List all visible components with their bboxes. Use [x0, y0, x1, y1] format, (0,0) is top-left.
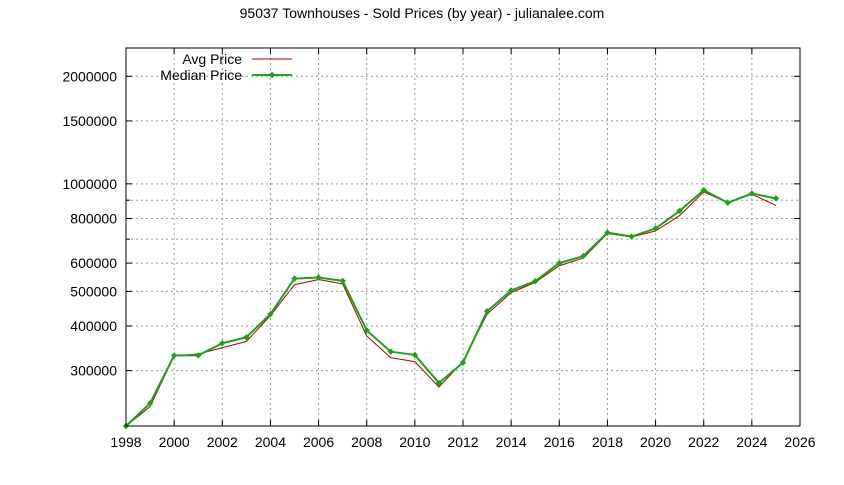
x-tick-label: 2016 [544, 434, 575, 450]
x-tick-label: 2018 [592, 434, 623, 450]
legend-label: Avg Price [182, 51, 242, 67]
y-tick-label: 600000 [70, 255, 117, 271]
x-tick-label: 2000 [159, 434, 190, 450]
series-line-avg-price [125, 191, 777, 427]
y-axis-ticks: 300000 400000 500000 600000 800000 1000000 150… [62, 68, 800, 379]
grid [125, 48, 801, 426]
data-point [291, 275, 298, 282]
data-point [748, 190, 756, 197]
data-point [483, 308, 491, 315]
legend-marker [268, 71, 276, 79]
data-point [459, 359, 467, 366]
data-point [411, 351, 419, 359]
series [122, 186, 780, 430]
data-point [700, 186, 707, 194]
data-point [170, 352, 178, 359]
data-point [195, 352, 202, 359]
x-axis-ticks: 1998 2000 2002 2004 2006 2008 2010 2012 2014 2016… [110, 48, 816, 450]
data-point [363, 327, 370, 334]
data-point [219, 340, 226, 347]
x-tick-label: 2022 [688, 434, 719, 450]
y-tick-label: 1000000 [62, 176, 117, 192]
x-tick-label: 2012 [447, 434, 478, 450]
y-tick-label: 500000 [70, 283, 117, 299]
data-point [628, 233, 635, 240]
x-tick-label: 1998 [110, 434, 141, 450]
x-tick-label: 2002 [207, 434, 238, 450]
data-point [580, 252, 587, 260]
data-point [507, 287, 515, 294]
data-point [532, 277, 539, 285]
series-line-median-price [125, 189, 777, 427]
data-point [315, 274, 322, 281]
data-point [387, 348, 394, 355]
chart-title: 95037 Townhouses - Sold Prices (by year)… [240, 5, 605, 21]
data-point [652, 225, 659, 232]
data-point [243, 334, 250, 341]
data-point [724, 199, 731, 206]
y-tick-label: 300000 [70, 363, 117, 379]
x-tick-label: 2008 [351, 434, 382, 450]
legend-label: Median Price [160, 67, 242, 83]
plot-border [125, 47, 801, 427]
data-point [676, 207, 683, 215]
data-point [267, 310, 274, 318]
x-tick-label: 2014 [496, 434, 527, 450]
y-tick-label: 800000 [70, 210, 117, 226]
x-tick-label: 2010 [399, 434, 430, 450]
data-point [339, 277, 346, 285]
x-tick-label: 2004 [255, 434, 286, 450]
data-point [556, 259, 563, 267]
y-tick-label: 2000000 [62, 68, 117, 84]
data-point [435, 379, 443, 387]
y-tick-label: 1500000 [62, 113, 117, 129]
x-tick-label: 2026 [784, 434, 815, 450]
x-tick-label: 2024 [736, 434, 767, 450]
data-point [604, 229, 611, 236]
x-tick-label: 2006 [303, 434, 334, 450]
data-point [146, 400, 154, 407]
y-tick-label: 400000 [70, 318, 117, 334]
data-point [772, 195, 780, 202]
x-tick-label: 2020 [640, 434, 671, 450]
